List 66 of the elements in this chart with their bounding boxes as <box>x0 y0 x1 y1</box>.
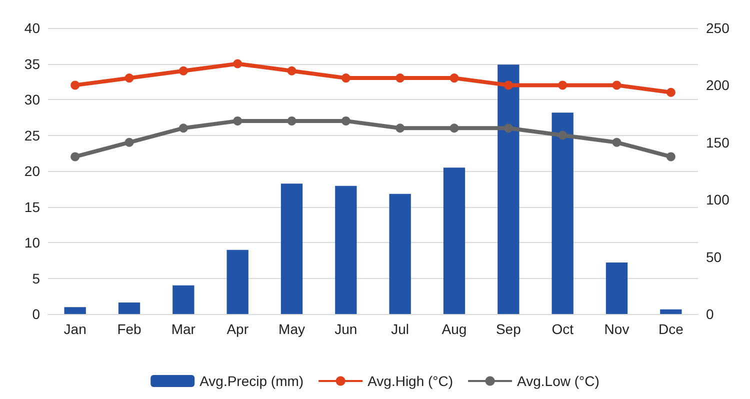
bar <box>389 194 411 314</box>
x-tick-label: Jun <box>334 321 358 337</box>
bar <box>172 285 194 314</box>
point <box>666 88 676 97</box>
point <box>558 130 568 140</box>
y2-tick-label: 100 <box>706 192 730 208</box>
legend-label: Avg.Precip (mm) <box>200 373 304 389</box>
point <box>287 66 296 76</box>
bar <box>335 186 357 314</box>
y-tick-label: 40 <box>24 20 40 36</box>
point <box>70 152 80 162</box>
y-tick-label: 0 <box>32 306 40 322</box>
point <box>450 74 459 83</box>
x-tick-label: Feb <box>117 321 142 337</box>
x-tick-label: Apr <box>226 321 249 337</box>
bar <box>64 307 86 314</box>
point <box>612 80 622 90</box>
point <box>178 124 188 133</box>
x-tick-label: Jan <box>64 321 86 337</box>
bar <box>118 302 140 314</box>
x-tick-label: May <box>278 321 305 337</box>
x-tick-label: Oct <box>552 321 574 337</box>
bar <box>552 112 574 314</box>
point <box>233 116 242 126</box>
y-tick-label: 10 <box>24 234 40 250</box>
bar <box>226 250 248 314</box>
point <box>396 74 405 83</box>
point <box>233 59 242 68</box>
x-tick-label: Mar <box>171 321 196 337</box>
bar <box>498 64 520 314</box>
y2-tick-label: 250 <box>706 20 730 36</box>
point <box>341 116 350 126</box>
point <box>287 116 296 126</box>
point <box>124 74 134 83</box>
point <box>341 74 350 83</box>
point <box>450 124 459 133</box>
x-tick-label: Aug <box>442 321 467 337</box>
bar <box>280 184 303 314</box>
y-tick-label: 15 <box>24 198 40 215</box>
point <box>504 124 513 133</box>
point <box>396 124 405 133</box>
y-tick-label: 5 <box>32 270 40 286</box>
point <box>70 80 80 90</box>
point <box>178 66 188 76</box>
point <box>124 138 134 147</box>
point <box>666 152 676 162</box>
x-tick-label: Jul <box>391 321 410 337</box>
point <box>558 80 568 90</box>
y-tick-label: 25 <box>24 127 40 144</box>
y2-tick-label: 200 <box>706 77 730 94</box>
bar <box>660 309 682 314</box>
legend-label: Avg.Low (°C) <box>517 373 600 389</box>
x-tick-label: Nov <box>604 321 630 337</box>
legend-label: Avg.High (°C) <box>368 373 454 389</box>
y2-tick-label: 0 <box>706 306 714 322</box>
x-tick-label: Sep <box>496 321 522 337</box>
x-tick-label: Dce <box>658 321 684 337</box>
y2-tick-label: 150 <box>706 134 730 150</box>
y-tick-label: 35 <box>24 56 40 72</box>
y-tick-label: 20 <box>24 163 40 179</box>
y-tick-label: 30 <box>24 92 40 108</box>
bar <box>443 168 466 314</box>
y2-tick-label: 50 <box>706 248 722 265</box>
bar <box>606 262 628 314</box>
point <box>612 138 622 147</box>
point <box>504 80 513 90</box>
